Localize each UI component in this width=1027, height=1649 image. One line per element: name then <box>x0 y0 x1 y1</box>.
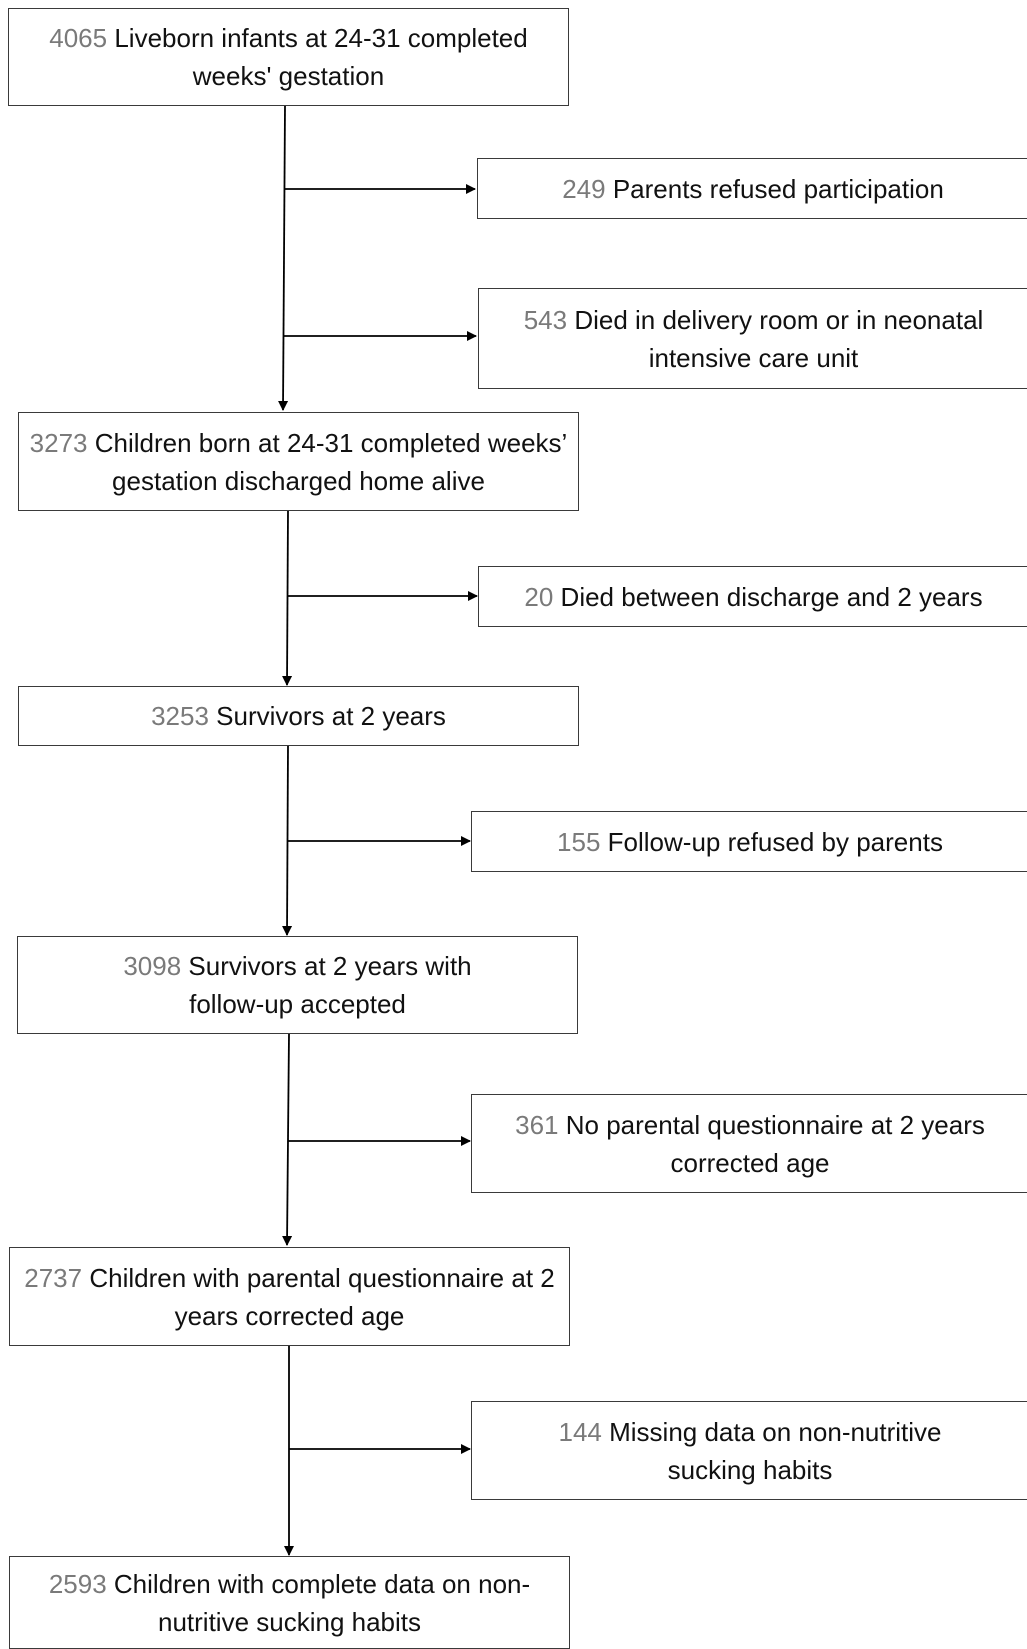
flow-box-questionnaire: 2737 Children with parental questionnair… <box>9 1247 570 1346</box>
count-label: 2737 <box>24 1262 83 1293</box>
flow-box-survivors: 3253 Survivors at 2 years <box>18 686 579 746</box>
flow-box-liveborn: 4065 Liveborn infants at 24-31 completed… <box>8 8 569 106</box>
count-label: 144 <box>558 1416 602 1447</box>
count-label: 543 <box>523 304 568 335</box>
trunk-arrow-2 <box>282 510 293 686</box>
description-label: Survivors at 2 years <box>216 701 446 731</box>
description-label: Survivors at 2 years with follow-up acce… <box>188 951 472 1019</box>
trunk-arrow-4 <box>282 1033 293 1246</box>
count-label: 2593 <box>48 1568 107 1599</box>
count-label: 3098 <box>123 951 182 981</box>
description-label: Liveborn infants at 24-31 completed week… <box>114 23 528 91</box>
description-label: Follow-up refused by parents <box>607 826 943 857</box>
description-label: Parents refused participation <box>612 173 944 204</box>
exclusion-box-died-after-discharge: 20 Died between discharge and 2 years <box>478 566 1027 627</box>
count-label: 20 <box>524 581 554 612</box>
description-label: Children born at 24-31 completed weeks’ … <box>94 427 568 496</box>
description-label: No parental questionnaire at 2 years cor… <box>565 1109 985 1178</box>
exclusion-box-no-questionnaire: 361 No parental questionnaire at 2 years… <box>471 1094 1027 1193</box>
count-label: 361 <box>515 1109 559 1140</box>
flow-box-discharged: 3273 Children born at 24-31 completed we… <box>18 412 579 511</box>
count-label: 3253 <box>151 701 209 731</box>
description-label: Missing data on non-nutritive sucking ha… <box>609 1416 942 1485</box>
count-label: 4065 <box>49 23 108 53</box>
exclusion-box-missing-data: 144 Missing data on non-nutritive suckin… <box>471 1401 1027 1500</box>
count-label: 155 <box>557 826 601 857</box>
flow-box-followup-accepted: 3098 Survivors at 2 years with follow-up… <box>17 936 578 1034</box>
exclusion-box-refused-participation: 249 Parents refused participation <box>477 158 1027 219</box>
description-label: Children with parental questionnaire at … <box>89 1262 555 1331</box>
exclusion-box-died-nicu: 543 Died in delivery room or in neonatal… <box>478 288 1027 389</box>
count-label: 3273 <box>29 427 88 458</box>
description-label: Died between discharge and 2 years <box>560 581 983 612</box>
description-label: Children with complete data on non-nutri… <box>113 1568 531 1637</box>
flow-box-complete-data: 2593 Children with complete data on non-… <box>9 1556 570 1649</box>
description-label: Died in delivery room or in neonatal int… <box>574 304 984 373</box>
exclusion-box-followup-refused: 155 Follow-up refused by parents <box>471 811 1027 872</box>
trunk-arrow-1 <box>278 105 289 411</box>
count-label: 249 <box>562 173 606 204</box>
